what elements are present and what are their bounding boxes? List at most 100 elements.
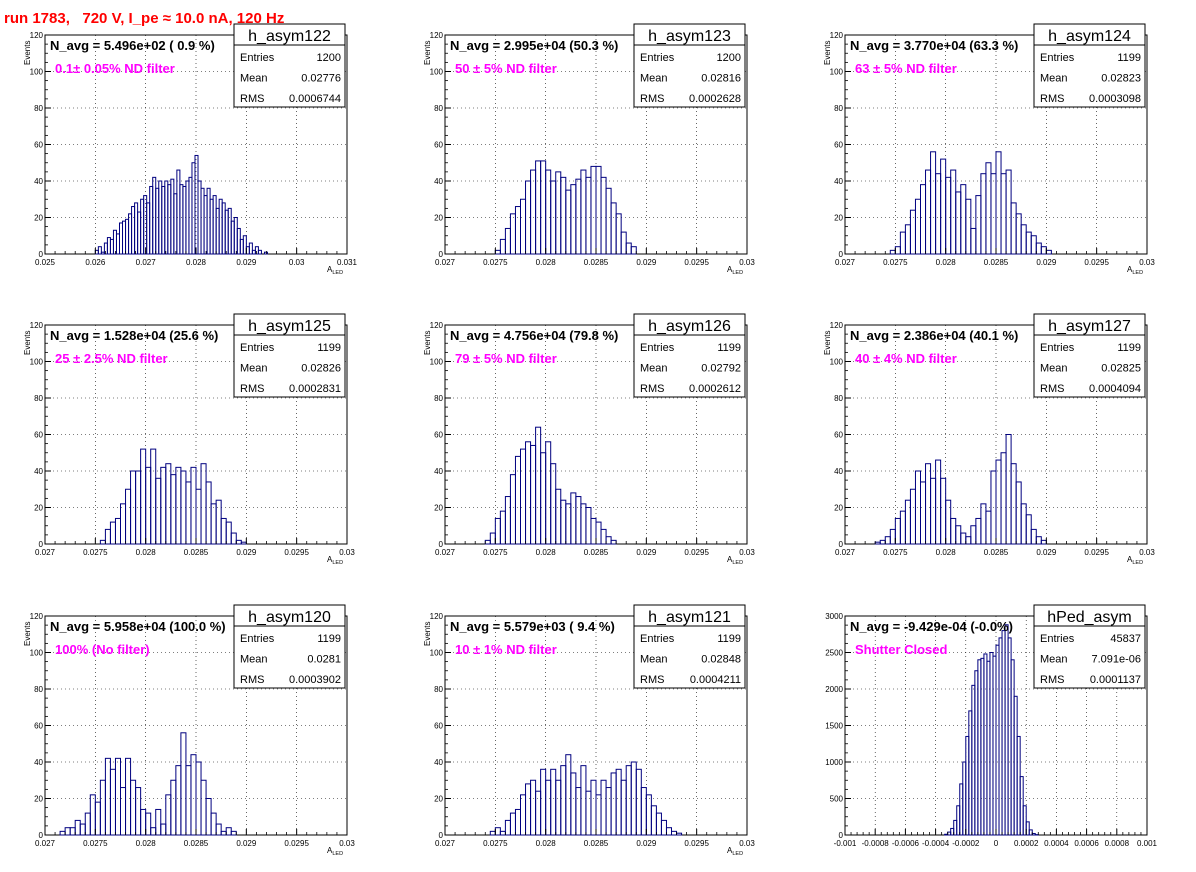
x-axis-label-sub: LED [732,851,743,857]
histogram-bin [1000,452,1007,545]
y-tick-label: 100 [830,358,844,367]
x-tick-label: 0.0285 [184,548,209,557]
histogram-bin [874,541,881,545]
stats-label: Mean [240,654,268,666]
histogram-bin [545,779,552,836]
stats-label: RMS [1040,383,1064,395]
y-tick-label: 120 [30,31,44,40]
histogram-bin [165,794,172,836]
navg-label: N_avg = 4.756e+04 (79.8 %) [450,328,618,343]
histogram-bin [240,541,247,545]
histogram-bin [145,466,152,545]
histogram-panel: 0.027 0.0275 0.028 0.0285 0.029 0.0295 0.03 0 20… [423,23,755,276]
y-tick-label: 40 [434,467,443,476]
navg-label: N_avg = 2.995e+04 (50.3 %) [450,38,618,53]
histogram-bin [630,246,637,255]
x-axis-label-sub: LED [732,270,743,276]
y-axis-label: Events [823,331,832,355]
x-tick-label: 0.0006 [1074,839,1099,848]
histogram-bin [190,754,197,836]
y-tick-label: 120 [430,321,444,330]
histogram-bin [1025,231,1032,255]
x-tick-label: 0.029 [1036,258,1057,267]
histogram-bin [220,830,227,836]
y-tick-label: 20 [34,214,43,223]
stats-label: Mean [640,363,668,375]
histogram-bin [509,474,516,545]
x-tick-label: 0.0275 [883,548,908,557]
x-tick-label: 0.027 [435,839,456,848]
x-tick-label: 0.03 [289,258,305,267]
y-axis-label: Events [423,41,432,65]
y-tick-label: 120 [30,612,44,621]
histogram-bin [899,510,906,545]
stats-value: 7.091e-06 [1091,654,1141,666]
y-tick-label: 60 [434,722,443,731]
histogram-bin [590,165,597,255]
stats-value: 1199 [317,633,341,645]
y-tick-label: 120 [30,321,44,330]
histogram-bin [140,808,147,836]
stats-value: 0.02825 [1101,363,1141,375]
histogram-bin [99,779,106,836]
histogram-bin [1040,246,1047,255]
stats-label: RMS [240,383,264,395]
histogram-bin [555,488,562,545]
y-tick-label: 60 [834,141,843,150]
y-tick-label: 80 [34,685,43,694]
histogram-bin [555,779,562,836]
histogram-panel: 0.027 0.0275 0.028 0.0285 0.029 0.0295 0.03 0 20… [823,313,1155,566]
stats-label: RMS [1040,674,1064,686]
y-axis-label: Events [423,331,432,355]
filter-label: 63 ± 5% ND filter [855,61,957,76]
x-axis-label: ALED [327,265,343,276]
histogram-bin [520,448,527,545]
x-tick-label: 0.0295 [284,548,309,557]
histogram-bin [600,779,607,836]
x-tick-label: 0.0285 [584,548,609,557]
x-tick-label: -0.001 [834,839,857,848]
x-tick-label: 0.027 [435,258,456,267]
histogram-bin [550,768,557,836]
histogram-bin [220,517,227,545]
histogram-bin [97,246,102,255]
y-tick-label: 80 [434,104,443,113]
histogram-bin [580,169,587,255]
y-tick-label: 20 [434,504,443,513]
histogram-bin [200,463,207,545]
navg-label: N_avg = 1.528e+04 (25.6 %) [50,328,218,343]
histogram-bin [894,246,901,255]
y-tick-label: 60 [834,431,843,440]
stats-label: RMS [240,93,264,105]
histogram-bin [615,213,622,255]
stats-value: 1199 [1117,52,1141,64]
histogram-bin [550,463,557,545]
histogram-bin [114,757,122,836]
y-tick-label: 100 [830,68,844,77]
y-tick-label: 40 [834,467,843,476]
y-tick-label: 60 [434,141,443,150]
histogram-bin [560,499,567,545]
histogram-bin [215,499,222,545]
histogram-bin [150,827,157,836]
histogram-bin [225,521,232,545]
x-axis-label: ALED [1127,265,1143,276]
histogram-bin [530,444,537,545]
x-tick-label: 0.0275 [83,839,108,848]
x-tick-label: 0.03 [339,548,355,557]
x-tick-label: 0.028 [186,258,207,267]
stats-value: 45837 [1110,633,1141,645]
histogram-bin [960,532,967,545]
histogram-bin [545,441,552,545]
histogram-bin [210,503,217,545]
y-tick-label: 20 [434,795,443,804]
histogram-name: h_asym125 [248,318,331,335]
histogram-bin [1010,202,1017,255]
histogram-bin [1005,169,1012,255]
histogram-panel: 0.027 0.0275 0.028 0.0285 0.029 0.0295 0.03 0 20… [423,313,755,566]
stats-label: Entries [240,342,275,354]
histogram-bin [114,517,122,545]
histogram-bin [99,539,106,545]
histogram-bin [595,165,602,255]
x-tick-label: 0.0275 [883,258,908,267]
